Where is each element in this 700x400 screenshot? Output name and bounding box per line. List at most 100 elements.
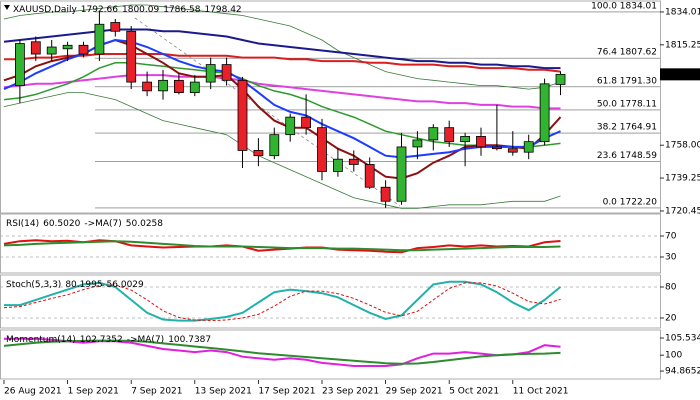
fib-label: 50.0 1778.11 bbox=[597, 99, 657, 109]
indicator-title: RSI(14) 60.5020 ->MA(7) 50.0258 bbox=[6, 219, 163, 229]
candle-body bbox=[348, 158, 359, 165]
series-value: 80.1995 bbox=[65, 280, 102, 290]
y-tick-label: 80 bbox=[665, 282, 677, 292]
x-tick-label: 13 Sep 2021 bbox=[195, 387, 252, 397]
candle-body bbox=[412, 139, 423, 148]
series-name: ->MA(7) bbox=[84, 219, 121, 229]
title-icon bbox=[4, 5, 10, 10]
indicator-line bbox=[3, 282, 561, 322]
moving-average bbox=[3, 74, 561, 110]
x-tick-label: 5 Oct 2021 bbox=[449, 387, 499, 397]
candle-body bbox=[189, 81, 200, 94]
x-tick-label: 29 Sep 2021 bbox=[386, 387, 443, 397]
candle-body bbox=[253, 150, 264, 157]
title-ohlc: 1786.58 bbox=[163, 5, 200, 15]
moving-average bbox=[3, 62, 561, 148]
candle-body bbox=[158, 79, 168, 92]
candle-body bbox=[30, 41, 41, 55]
series-name: ->MA(7) bbox=[127, 335, 164, 345]
candle-body bbox=[539, 83, 550, 143]
moving-average bbox=[3, 4, 561, 90]
candle-body bbox=[126, 30, 137, 83]
candle-body bbox=[507, 148, 518, 153]
x-tick-label: 23 Sep 2021 bbox=[322, 387, 379, 397]
panel-frame bbox=[0, 213, 661, 274]
indicator-line bbox=[3, 239, 561, 254]
candle-body bbox=[62, 44, 73, 50]
indicator-line bbox=[3, 240, 561, 252]
panel-frame bbox=[0, 329, 661, 380]
candle-body bbox=[491, 146, 502, 150]
indicator-line bbox=[3, 339, 561, 365]
fib-label: 23.6 1748.59 bbox=[597, 151, 657, 161]
candle-body bbox=[94, 23, 105, 55]
title-ohlc: 1798.42 bbox=[204, 5, 241, 15]
indicator-line bbox=[4, 280, 562, 322]
series-value: 100.7387 bbox=[168, 335, 211, 345]
y-tick-label: 30 bbox=[665, 252, 677, 262]
indicator-name: Stoch(5,3,3) bbox=[6, 280, 61, 290]
title-ohlc: 1800.09 bbox=[122, 5, 159, 15]
fib-base-line bbox=[134, 17, 401, 207]
fib-label: 100.0 1834.01 bbox=[591, 1, 657, 11]
candle-body bbox=[428, 127, 439, 141]
moving-average bbox=[3, 92, 561, 209]
series-name: RSI(14) bbox=[6, 219, 39, 229]
x-tick-label: 17 Sep 2021 bbox=[258, 387, 315, 397]
panel-frame bbox=[0, 274, 661, 329]
candle-body bbox=[173, 79, 184, 94]
fib-label: 61.8 1791.30 bbox=[597, 76, 657, 86]
series-value: 60.5020 bbox=[43, 219, 80, 229]
candle-body bbox=[301, 116, 312, 129]
candle-body bbox=[460, 136, 471, 143]
x-tick-label: 7 Sep 2021 bbox=[131, 387, 182, 397]
candle-body bbox=[14, 43, 25, 86]
fib-label: 76.4 1807.62 bbox=[597, 48, 657, 58]
candle-body bbox=[444, 127, 455, 143]
indicator-title: Stoch(5,3,3) 80.1995 56.0029 bbox=[6, 280, 144, 290]
y-tick-label: 20 bbox=[665, 313, 677, 323]
candle-body bbox=[46, 46, 57, 55]
x-tick-label: 11 Oct 2021 bbox=[513, 387, 569, 397]
title-ohlc: 1792.66 bbox=[81, 5, 118, 15]
candle-body bbox=[205, 64, 216, 83]
candle-body bbox=[221, 64, 232, 81]
candle-body bbox=[476, 136, 486, 148]
candle-body bbox=[142, 81, 153, 92]
candle-body bbox=[237, 79, 248, 151]
y-tick-label: 94.8652 bbox=[665, 367, 700, 377]
series-value: 102.7352 bbox=[80, 335, 123, 345]
series-name: Momentum(14) bbox=[6, 335, 76, 345]
y-tick-label: 1739.25 bbox=[665, 174, 700, 184]
candle-body bbox=[269, 134, 280, 157]
fib-label: 0.0 1722.20 bbox=[603, 197, 658, 207]
series-value: 50.0258 bbox=[126, 219, 163, 229]
x-tick-label: 1 Sep 2021 bbox=[68, 387, 119, 397]
y-tick-label: 100 bbox=[665, 351, 682, 361]
chart-title: XAUUSD,Daily 1792.66 1800.09 1786.58 1798.42 bbox=[13, 5, 242, 15]
x-tick-label: 26 Aug 2021 bbox=[4, 387, 62, 397]
candle-body bbox=[364, 164, 375, 188]
y-tick-label: 1758.00 bbox=[665, 141, 700, 151]
y-tick-label: 1815.25 bbox=[665, 40, 700, 50]
candle-body bbox=[523, 141, 534, 153]
current-price: 1798.42 bbox=[663, 70, 700, 80]
candle-body bbox=[380, 186, 391, 202]
candle-body bbox=[555, 73, 566, 85]
indicator-title: Momentum(14) 102.7352 ->MA(7) 100.7387 bbox=[6, 335, 211, 345]
y-tick-label: 1834.01 bbox=[665, 7, 700, 17]
series-value: 56.0029 bbox=[107, 280, 144, 290]
candle-body bbox=[110, 22, 121, 32]
candle-body bbox=[396, 146, 407, 202]
y-tick-label: 1720.45 bbox=[665, 206, 700, 216]
y-tick-label: 70 bbox=[665, 231, 677, 241]
panel-frame bbox=[0, 0, 661, 214]
title-symbol: XAUUSD,Daily bbox=[13, 5, 77, 15]
candle-body bbox=[317, 127, 327, 172]
fib-label: 38.2 1764.91 bbox=[597, 123, 657, 133]
candle-body bbox=[285, 116, 296, 136]
current-price-box bbox=[660, 68, 700, 81]
